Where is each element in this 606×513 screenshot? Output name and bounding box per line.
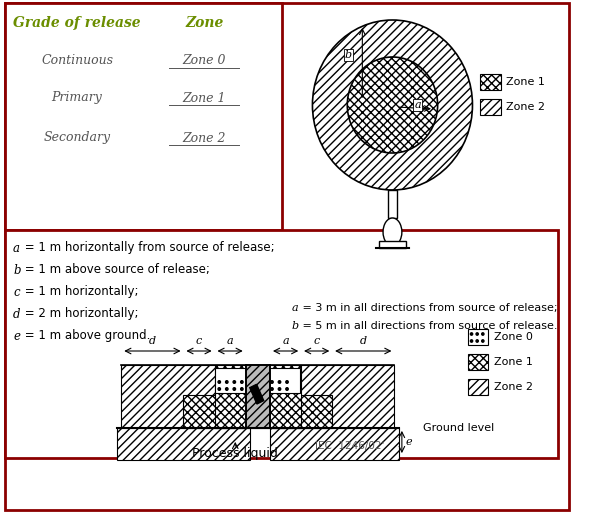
Circle shape	[271, 381, 273, 383]
Circle shape	[233, 388, 236, 390]
Circle shape	[313, 20, 473, 190]
Text: a: a	[415, 100, 421, 110]
Text: Zone: Zone	[185, 16, 224, 30]
Bar	[270, 428, 399, 460]
Bar	[388, 190, 397, 218]
Text: c: c	[196, 336, 202, 346]
Text: Secondary: Secondary	[44, 131, 111, 145]
Bar	[270, 365, 395, 428]
Circle shape	[278, 381, 281, 383]
Text: = 5 m in all directions from source of release.: = 5 m in all directions from source of r…	[299, 321, 558, 331]
Text: Primary: Primary	[52, 91, 102, 105]
Bar	[468, 329, 488, 345]
Circle shape	[470, 340, 473, 342]
Circle shape	[476, 333, 478, 335]
Bar	[245, 365, 270, 428]
Bar	[270, 395, 332, 428]
Text: b: b	[345, 50, 351, 60]
Text: a: a	[282, 336, 289, 346]
Text: b: b	[13, 264, 21, 277]
Circle shape	[218, 388, 221, 390]
Text: IEC  1246/02': IEC 1246/02'	[315, 441, 385, 451]
Circle shape	[470, 333, 473, 335]
Text: b: b	[291, 321, 299, 331]
Circle shape	[225, 381, 228, 383]
Circle shape	[482, 333, 484, 335]
Bar	[5, 3, 282, 230]
Text: d: d	[13, 307, 21, 321]
Text: d: d	[149, 336, 156, 346]
Text: Zone 1: Zone 1	[507, 77, 545, 87]
Bar	[468, 354, 488, 370]
Text: = 1 m horizontally from source of release;: = 1 m horizontally from source of releas…	[21, 242, 275, 254]
Text: = 1 m above source of release;: = 1 m above source of release;	[21, 264, 210, 277]
Text: Zone 0: Zone 0	[182, 54, 226, 68]
Text: Zone 2: Zone 2	[507, 102, 545, 112]
Text: d: d	[360, 336, 367, 346]
Ellipse shape	[383, 218, 402, 246]
Text: a: a	[227, 336, 233, 346]
Circle shape	[263, 388, 265, 390]
Bar	[184, 395, 245, 428]
Circle shape	[241, 388, 243, 390]
Text: e: e	[13, 329, 20, 343]
Text: a: a	[13, 242, 20, 254]
Text: Zone 1: Zone 1	[494, 357, 533, 367]
Text: Zone 2: Zone 2	[494, 382, 533, 392]
Circle shape	[248, 381, 251, 383]
Circle shape	[278, 388, 281, 390]
Text: e: e	[405, 437, 411, 447]
Circle shape	[256, 388, 258, 390]
Circle shape	[271, 388, 273, 390]
Circle shape	[476, 340, 478, 342]
Text: Continuous: Continuous	[41, 54, 113, 68]
Bar	[480, 74, 501, 90]
Text: b: b	[197, 406, 204, 417]
Bar	[250, 384, 264, 404]
Circle shape	[218, 381, 221, 383]
Circle shape	[256, 381, 258, 383]
Circle shape	[482, 340, 484, 342]
Text: = 1 m above ground.: = 1 m above ground.	[21, 329, 150, 343]
Text: Process liquid: Process liquid	[192, 447, 278, 461]
Bar	[5, 230, 558, 458]
Text: = 2 m horizontally;: = 2 m horizontally;	[21, 307, 138, 321]
Text: c: c	[313, 336, 320, 346]
Text: Zone 2: Zone 2	[182, 131, 226, 145]
Circle shape	[225, 388, 228, 390]
Bar	[468, 379, 488, 395]
Bar	[216, 368, 300, 393]
Text: Zone 1: Zone 1	[182, 91, 226, 105]
Circle shape	[263, 381, 265, 383]
Bar	[379, 241, 405, 248]
Text: a: a	[291, 303, 298, 313]
Bar	[215, 365, 301, 428]
Text: Grade of release: Grade of release	[13, 16, 141, 30]
Text: = 3 m in all directions from source of release;: = 3 m in all directions from source of r…	[299, 303, 558, 313]
Text: c: c	[13, 286, 20, 299]
Bar	[245, 365, 270, 428]
Bar	[121, 365, 245, 428]
Circle shape	[286, 381, 288, 383]
Circle shape	[248, 388, 251, 390]
Circle shape	[241, 381, 243, 383]
Bar	[480, 99, 501, 115]
Circle shape	[347, 57, 438, 153]
Text: Zone 0: Zone 0	[494, 332, 533, 342]
Circle shape	[286, 388, 288, 390]
Bar	[116, 428, 250, 460]
Text: Ground level: Ground level	[422, 423, 494, 433]
Text: = 1 m horizontally;: = 1 m horizontally;	[21, 286, 138, 299]
Circle shape	[233, 381, 236, 383]
